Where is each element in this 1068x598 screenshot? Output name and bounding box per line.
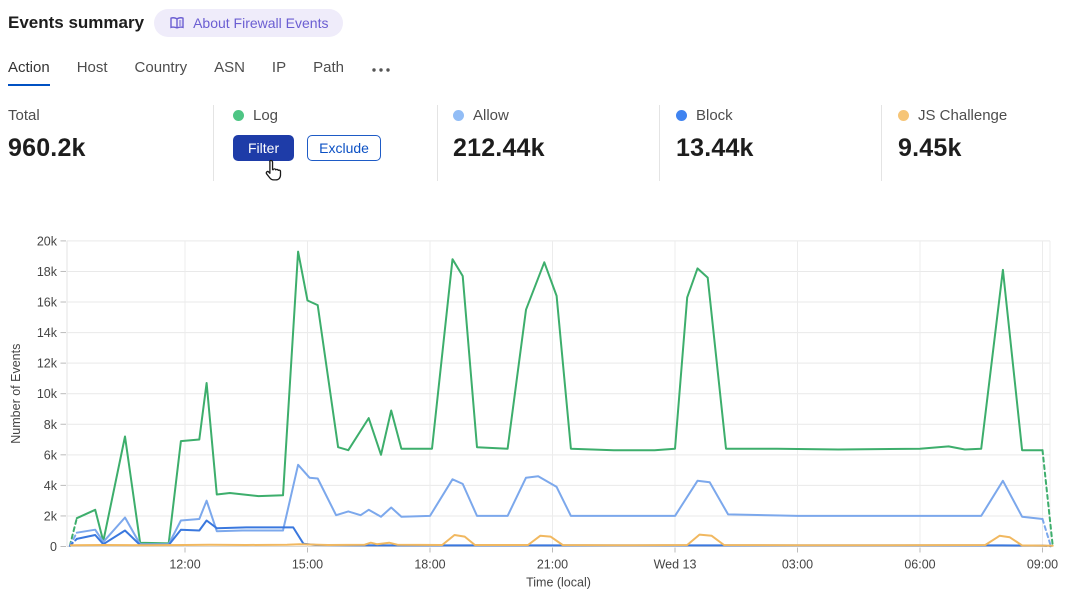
allow-dot-icon (453, 110, 464, 121)
svg-text:16k: 16k (37, 296, 58, 310)
stat-block-value: 13.44k (676, 134, 754, 162)
svg-text:Number of Events: Number of Events (9, 344, 23, 444)
svg-text:20k: 20k (37, 234, 58, 248)
svg-text:0: 0 (50, 540, 57, 554)
stat-allow-label: Allow (473, 107, 509, 124)
facet-tabs: Action Host Country ASN IP Path (8, 57, 391, 86)
stat-js-challenge-label: JS Challenge (918, 107, 1008, 124)
svg-text:18k: 18k (37, 265, 58, 279)
svg-text:2k: 2k (44, 509, 58, 523)
svg-text:Wed 13: Wed 13 (654, 558, 697, 572)
svg-text:18:00: 18:00 (414, 558, 445, 572)
tab-asn[interactable]: ASN (214, 57, 245, 86)
stat-total-label: Total (8, 107, 40, 124)
tab-action[interactable]: Action (8, 57, 50, 86)
tab-ip[interactable]: IP (272, 57, 286, 86)
stat-card-block[interactable]: Block 13.44k (676, 107, 754, 163)
divider (213, 105, 214, 181)
about-link-label: About Firewall Events (193, 15, 329, 31)
stat-card-allow[interactable]: Allow 212.44k (453, 107, 545, 163)
header: Events summary About Firewall Events (8, 9, 344, 37)
svg-text:4k: 4k (44, 479, 58, 493)
series-js-challenge[interactable] (69, 533, 1054, 547)
more-tabs-button[interactable] (371, 59, 391, 86)
svg-text:06:00: 06:00 (904, 558, 935, 572)
svg-text:6k: 6k (44, 448, 58, 462)
svg-text:03:00: 03:00 (782, 558, 813, 572)
series-allow[interactable] (68, 463, 1052, 547)
stat-total: Total 960.2k (8, 107, 86, 163)
svg-text:14k: 14k (37, 326, 58, 340)
ellipsis-icon (371, 61, 391, 76)
svg-text:15:00: 15:00 (292, 558, 323, 572)
filter-button[interactable]: Filter (233, 135, 295, 161)
exclude-button[interactable]: Exclude (307, 135, 381, 161)
stat-block-label: Block (696, 107, 733, 124)
tab-path[interactable]: Path (313, 57, 344, 86)
stat-js-challenge-value: 9.45k (898, 134, 962, 162)
cursor-pointer-icon (264, 159, 286, 190)
svg-text:12k: 12k (37, 357, 58, 371)
js-challenge-dot-icon (898, 110, 909, 121)
divider (437, 105, 438, 181)
page-title: Events summary (8, 13, 145, 32)
stat-allow-value: 212.44k (453, 134, 545, 162)
stat-card-js-challenge[interactable]: JS Challenge 9.45k (898, 107, 1007, 163)
tab-country[interactable]: Country (135, 57, 188, 86)
about-firewall-events-link[interactable]: About Firewall Events (154, 9, 344, 37)
stat-card-log[interactable]: Log Filter Exclude (233, 107, 381, 161)
block-dot-icon (676, 110, 687, 121)
svg-text:8k: 8k (44, 418, 58, 432)
svg-text:09:00: 09:00 (1027, 558, 1058, 572)
book-icon (169, 15, 185, 31)
svg-text:21:00: 21:00 (537, 558, 568, 572)
log-dot-icon (233, 110, 244, 121)
axis-labels: 0 2k 4k 6k 8k 10k 12k 14k 16k 18k 20k 12:00 15:00 18:… (9, 234, 1058, 589)
tab-host[interactable]: Host (77, 57, 108, 86)
svg-text:12:00: 12:00 (169, 558, 200, 572)
divider (881, 105, 882, 181)
stats-row: Total 960.2k Log Filter Exclude Allow 21… (0, 103, 1068, 189)
series-log[interactable] (68, 250, 1054, 547)
stat-log-label: Log (253, 107, 279, 124)
svg-text:Time (local): Time (local) (526, 576, 591, 590)
grid (60, 240, 1051, 553)
svg-text:10k: 10k (37, 387, 58, 401)
stat-total-value: 960.2k (8, 134, 86, 162)
divider (659, 105, 660, 181)
